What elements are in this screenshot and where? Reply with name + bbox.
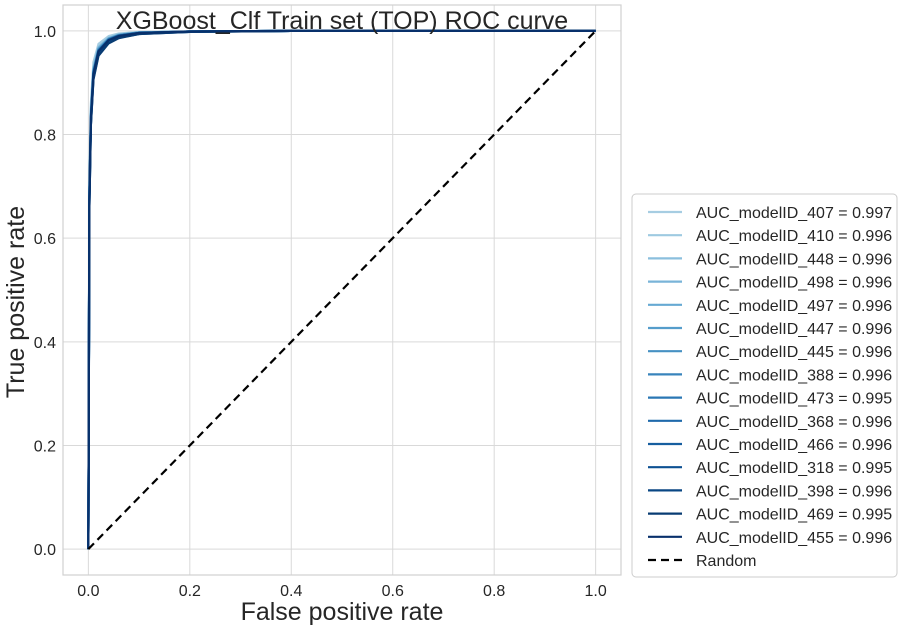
- y-tick-label: 0.4: [34, 335, 56, 352]
- legend-label: AUC_modelID_473 = 0.995: [696, 391, 892, 408]
- y-tick-label: 0.2: [34, 438, 56, 455]
- x-tick-label: 0.6: [382, 583, 404, 600]
- y-axis-label: True positive rate: [2, 206, 30, 398]
- plot-frame: [62, 4, 622, 576]
- y-tick-label: 0.0: [34, 542, 56, 559]
- y-tick-label: 0.6: [34, 231, 56, 248]
- y-tick-label: 1.0: [34, 24, 56, 41]
- x-tick-label: 0.8: [483, 583, 505, 600]
- legend-label: Random: [696, 553, 756, 570]
- legend-label: AUC_modelID_455 = 0.996: [696, 530, 892, 547]
- legend-label: AUC_modelID_469 = 0.995: [696, 507, 892, 524]
- legend-label: AUC_modelID_318 = 0.995: [696, 460, 892, 477]
- legend-box: [631, 193, 898, 578]
- legend-label: AUC_modelID_448 = 0.996: [696, 251, 892, 268]
- x-tick-label: 0.4: [280, 583, 302, 600]
- legend-label: AUC_modelID_497 = 0.996: [696, 298, 892, 315]
- legend-label: AUC_modelID_388 = 0.996: [696, 367, 892, 384]
- x-tick-label: 1.0: [585, 583, 607, 600]
- legend-label: AUC_modelID_445 = 0.996: [696, 344, 892, 361]
- y-tick-label: 0.8: [34, 128, 56, 145]
- x-tick-labels: 0.0 0.2 0.4 0.6 0.8 1.0: [77, 583, 607, 600]
- legend-label: AUC_modelID_398 = 0.996: [696, 483, 892, 500]
- legend-label: AUC_modelID_466 = 0.996: [696, 437, 892, 454]
- legend: AUC_modelID_407 = 0.997 AUC_modelID_410 =…: [631, 193, 898, 578]
- y-tick-labels: 0.0 0.2 0.4 0.6 0.8 1.0: [34, 24, 56, 559]
- x-axis-label: False positive rate: [241, 598, 444, 626]
- chart-title: XGBoost_Clf Train set (TOP) ROC curve: [116, 7, 568, 35]
- series-line-14: [87, 29, 596, 550]
- x-tick-label: 0.0: [77, 583, 99, 600]
- legend-label: AUC_modelID_407 = 0.997: [696, 205, 892, 222]
- legend-label: AUC_modelID_447 = 0.996: [696, 321, 892, 338]
- random-baseline-line: [87, 30, 597, 550]
- legend-label: AUC_modelID_368 = 0.996: [696, 414, 892, 431]
- legend-label: AUC_modelID_498 = 0.996: [696, 275, 892, 292]
- legend-label: AUC_modelID_410 = 0.996: [696, 228, 892, 245]
- x-tick-label: 0.2: [179, 583, 201, 600]
- series-group: [87, 29, 597, 550]
